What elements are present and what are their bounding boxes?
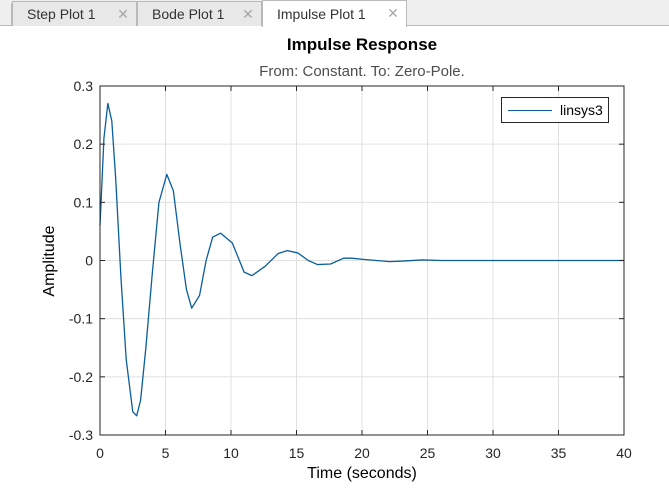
close-icon[interactable]: ✕ — [242, 5, 254, 22]
x-tick-label: 30 — [485, 445, 501, 461]
x-tick-label: 25 — [420, 445, 436, 461]
axes — [99, 85, 625, 436]
x-tick-label: 20 — [354, 445, 370, 461]
y-tick-label: -0.2 — [69, 369, 93, 385]
y-tick-label: 0 — [85, 253, 93, 269]
tab-step-plot-1[interactable]: Step Plot 1 ✕ — [12, 1, 137, 26]
y-tick-label: 0.3 — [74, 78, 94, 94]
x-tick-label: 10 — [223, 445, 239, 461]
x-tick-label: 0 — [96, 445, 104, 461]
close-icon[interactable]: ✕ — [117, 5, 129, 22]
y-tick-label: 0.1 — [74, 194, 94, 210]
tab-bar-left-edge — [0, 3, 12, 25]
tick-labels: 0 5 10 15 20 25 30 35 40 -0.3 -0.2 -0.1 0 0.1 0.2 0.3 — [69, 78, 632, 461]
y-tick-label: 0.2 — [74, 136, 94, 152]
series-lines — [99, 102, 624, 417]
x-tick-label: 35 — [551, 445, 567, 461]
legend-line-swatch — [508, 110, 552, 111]
plot-title: Impulse Response — [286, 35, 438, 54]
tab-bode-plot-1[interactable]: Bode Plot 1 ✕ — [137, 1, 262, 26]
series-line-linsys3[interactable] — [99, 102, 624, 417]
tab-impulse-plot-1[interactable]: Impulse Plot 1 ✕ — [262, 0, 407, 27]
x-tick-label: 40 — [616, 445, 632, 461]
plot-subtitle: From: Constant. To: Zero-Pole. — [259, 63, 465, 80]
close-icon[interactable]: ✕ — [387, 4, 399, 21]
y-tick-label: -0.1 — [69, 311, 93, 327]
legend-entry-linsys3: linsys3 — [560, 102, 603, 118]
legend[interactable]: linsys3 — [501, 97, 609, 123]
y-tick-label: -0.3 — [69, 427, 93, 443]
tab-bar: Step Plot 1 ✕ Bode Plot 1 ✕ Impulse Plot… — [0, 0, 669, 27]
tab-label: Bode Plot 1 — [152, 6, 225, 22]
tab-label: Impulse Plot 1 — [277, 6, 366, 22]
x-axis-label: Time (seconds) — [307, 465, 417, 482]
tab-label: Step Plot 1 — [27, 6, 96, 22]
x-tick-label: 5 — [162, 445, 170, 461]
x-tick-label: 15 — [289, 445, 305, 461]
